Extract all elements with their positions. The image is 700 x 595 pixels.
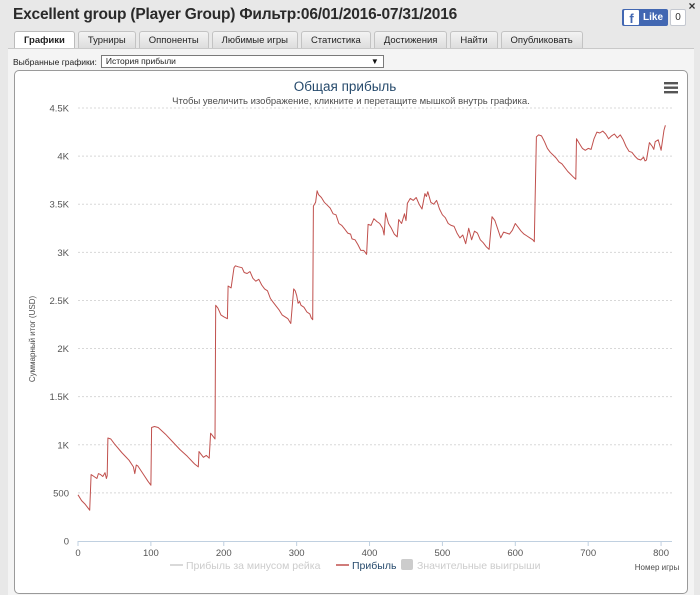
legend-label-big-wins: Значительные выигрыши [417,560,541,572]
y-axis-title: Суммарный итог (USD) [28,296,37,383]
y-tick-label: 4.5K [49,104,69,115]
y-tick-label: 3K [57,248,69,259]
window-title: Excellent group (Player Group) Фильтр:06… [13,6,458,23]
x-tick-label: 500 [434,548,450,559]
y-tick-label: 1K [57,440,69,451]
legend-item-big-wins[interactable]: Значительные выигрыши [401,559,541,572]
profit-chart[interactable]: 0 500 1K 1.5K 2K 2.5K 3K 3.5K 4K 4.5K 0 100 200 300 4… [15,71,689,595]
tab-favorite-games[interactable]: Любимые игры [211,31,298,49]
menu-icon-bar-1 [664,82,678,85]
title-bar: Excellent group (Player Group) Фильтр:06… [0,0,700,30]
legend-label-profit: Прибыль [352,560,397,572]
facebook-like-count: 0 [670,9,686,26]
y-tick-label: 3.5K [49,200,69,211]
chart-selector-dropdown[interactable]: История прибыли ▼ [100,55,384,68]
y-axis-ticks: 0 500 1K 1.5K 2K 2.5K 3K 3.5K 4K 4.5K [49,104,69,548]
x-tick-label: 100 [143,548,159,559]
facebook-like-label: Like [643,12,664,23]
x-axis-ticks: 0 100 200 300 400 500 600 700 800 [75,541,669,559]
charts-panel: Выбранные графики: История прибыли ▼ 0 50… [8,49,694,595]
menu-icon-bar-2 [664,86,678,89]
y-tick-label: 4K [57,152,69,163]
x-tick-label: 200 [216,548,232,559]
tab-statistics[interactable]: Статистика [300,31,371,49]
tab-charts[interactable]: Графики [14,31,75,49]
legend: Прибыль за минусом рейка Прибыль Значите… [170,559,541,572]
y-tick-label: 500 [53,488,69,499]
chart-menu-icon[interactable] [664,82,678,94]
chart-series [77,125,666,511]
tab-divider [8,48,694,49]
tab-find[interactable]: Найти [450,31,498,49]
y-tick-label: 0 [64,537,69,548]
series-line-profit[interactable] [77,125,666,511]
chart-selector-row: Выбранные графики: История прибыли ▼ [13,55,384,68]
tab-opponents[interactable]: Оппоненты [138,31,209,49]
tab-publish[interactable]: Опубликовать [500,31,583,49]
y-tick-label: 2.5K [49,296,69,307]
legend-item-net-profit[interactable]: Прибыль за минусом рейка [170,560,321,572]
close-icon[interactable]: × [688,0,696,13]
chevron-down-icon: ▼ [370,57,379,66]
x-tick-label: 0 [75,548,80,559]
chart-grid [78,107,672,542]
chart-frame: 0 500 1K 1.5K 2K 2.5K 3K 3.5K 4K 4.5K 0 100 200 300 4… [14,70,688,594]
legend-marker-big-wins [401,559,413,570]
y-tick-label: 2K [57,344,69,355]
x-tick-label: 600 [507,548,523,559]
x-tick-label: 400 [362,548,378,559]
tab-tournaments[interactable]: Турниры [77,31,136,49]
chart-selector-value: История прибыли [105,56,176,66]
y-tick-label: 1.5K [49,392,69,403]
x-tick-label: 800 [653,548,669,559]
menu-icon-bar-3 [664,91,678,94]
chart-subtitle: Чтобы увеличить изображение, кликните и … [172,96,530,107]
tab-bar: Графики Турниры Оппоненты Любимые игры С… [14,31,586,49]
legend-label-net-profit: Прибыль за минусом рейка [186,560,321,572]
facebook-like-button[interactable]: f Like [622,9,668,26]
chart-selector-label: Выбранные графики: [13,56,97,67]
x-axis-title: Номер игры [635,563,680,572]
facebook-f-icon: f [624,10,639,25]
chart-title: Общая прибыль [294,79,397,94]
legend-item-profit[interactable]: Прибыль [336,560,397,572]
tab-achievements[interactable]: Достижения [373,31,448,49]
x-tick-label: 300 [289,548,305,559]
x-tick-label: 700 [580,548,596,559]
